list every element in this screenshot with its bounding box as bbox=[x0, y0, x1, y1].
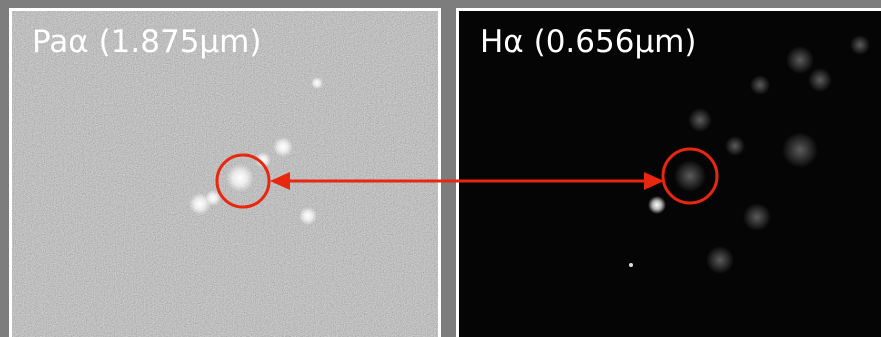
panel-label: Hα (0.656μm) bbox=[480, 24, 696, 60]
figure: Paα (1.875μm) Hα (0.656μm) bbox=[0, 0, 881, 337]
pa-alpha-panel: Paα (1.875μm) bbox=[9, 8, 441, 337]
panel-label: Paα (1.875μm) bbox=[32, 24, 261, 60]
h-alpha-panel: Hα (0.656μm) bbox=[456, 8, 881, 337]
page: Paα (1.875μm) Hα (0.656μm) (() => { cons… bbox=[0, 0, 881, 337]
